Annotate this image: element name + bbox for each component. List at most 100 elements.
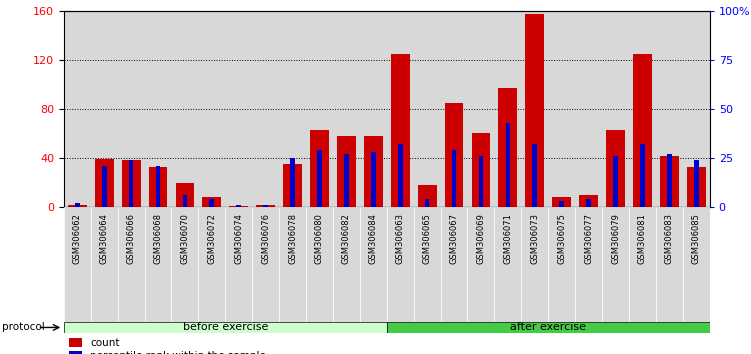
Bar [210, 199, 214, 207]
Bar [155, 166, 161, 207]
Bar [95, 159, 113, 207]
Bar [656, 11, 683, 207]
Bar [364, 136, 383, 207]
Bar [640, 144, 645, 207]
Text: after exercise: after exercise [510, 322, 587, 332]
FancyBboxPatch shape [252, 207, 279, 322]
Bar [210, 199, 214, 207]
FancyBboxPatch shape [144, 207, 171, 322]
Bar [337, 136, 356, 207]
Bar [494, 11, 521, 207]
Bar [552, 197, 571, 207]
Text: GSM306080: GSM306080 [315, 213, 324, 264]
Bar [333, 11, 360, 207]
FancyBboxPatch shape [414, 207, 441, 322]
Bar [306, 11, 333, 207]
Bar [155, 166, 161, 207]
FancyBboxPatch shape [279, 207, 306, 322]
Text: GSM306068: GSM306068 [153, 213, 162, 264]
Bar [360, 11, 387, 207]
Bar [203, 197, 222, 207]
Bar [290, 158, 295, 207]
Bar [283, 164, 302, 207]
Bar [418, 185, 436, 207]
Text: before exercise: before exercise [182, 322, 268, 332]
Text: protocol: protocol [2, 322, 44, 332]
Bar [310, 130, 329, 207]
Bar [229, 206, 248, 207]
Bar [182, 195, 187, 207]
Bar [694, 160, 698, 207]
Bar [256, 205, 275, 207]
Bar [687, 167, 706, 207]
Bar [532, 144, 537, 207]
Bar [613, 156, 618, 207]
Bar [144, 11, 171, 207]
Bar [237, 205, 241, 207]
Bar [660, 155, 679, 207]
Bar [371, 152, 376, 207]
FancyBboxPatch shape [467, 207, 494, 322]
Bar [579, 195, 598, 207]
Bar [264, 205, 268, 207]
Bar [552, 197, 571, 207]
Bar [579, 195, 598, 207]
Text: GSM306085: GSM306085 [692, 213, 701, 264]
Bar [445, 103, 463, 207]
Bar [364, 136, 383, 207]
Bar [290, 158, 295, 207]
Bar [425, 199, 430, 207]
Bar [310, 130, 329, 207]
Bar [68, 205, 86, 207]
Bar [472, 133, 490, 207]
Bar [499, 88, 517, 207]
Bar [548, 11, 575, 207]
FancyBboxPatch shape [198, 207, 225, 322]
Bar [102, 166, 107, 207]
Text: GSM306074: GSM306074 [234, 213, 243, 264]
Bar [118, 11, 144, 207]
FancyBboxPatch shape [441, 207, 467, 322]
FancyBboxPatch shape [225, 207, 252, 322]
Bar [95, 159, 113, 207]
FancyBboxPatch shape [387, 322, 710, 333]
Bar [229, 206, 248, 207]
Bar [606, 130, 625, 207]
FancyBboxPatch shape [360, 207, 387, 322]
Bar [526, 14, 544, 207]
Bar [387, 11, 414, 207]
FancyBboxPatch shape [656, 207, 683, 322]
Text: GSM306083: GSM306083 [665, 213, 674, 264]
Bar [264, 205, 268, 207]
Bar [587, 199, 591, 207]
Bar [414, 11, 441, 207]
Bar [441, 11, 467, 207]
Bar [371, 152, 376, 207]
Text: GSM306081: GSM306081 [638, 213, 647, 264]
FancyBboxPatch shape [494, 207, 521, 322]
Bar [575, 11, 602, 207]
FancyBboxPatch shape [575, 207, 602, 322]
Bar [505, 122, 510, 207]
Bar [237, 205, 241, 207]
Bar [640, 144, 645, 207]
Bar [176, 183, 195, 207]
FancyBboxPatch shape [91, 207, 118, 322]
Text: GSM306071: GSM306071 [503, 213, 512, 264]
Bar [559, 201, 564, 207]
Text: GSM306072: GSM306072 [207, 213, 216, 264]
Bar [526, 14, 544, 207]
Text: GSM306084: GSM306084 [369, 213, 378, 264]
FancyBboxPatch shape [602, 207, 629, 322]
Text: GSM306067: GSM306067 [450, 213, 459, 264]
Legend: count, percentile rank within the sample: count, percentile rank within the sample [69, 338, 266, 354]
Bar [122, 160, 140, 207]
Bar [91, 11, 118, 207]
Bar [683, 11, 710, 207]
Text: GSM306069: GSM306069 [476, 213, 485, 264]
Bar [532, 144, 537, 207]
Bar [171, 11, 198, 207]
Bar [75, 203, 80, 207]
Bar [478, 156, 484, 207]
FancyBboxPatch shape [118, 207, 144, 322]
